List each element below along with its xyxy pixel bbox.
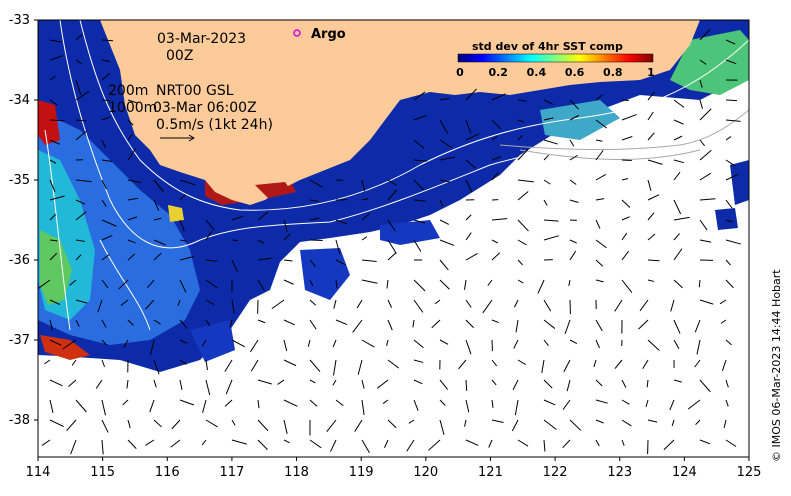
colorbar-title: std dev of 4hr SST comp xyxy=(472,40,623,53)
colorbar-tick-label: 0.2 xyxy=(488,66,508,79)
colorbar-tick-label: 1 xyxy=(647,66,655,79)
depth-1000-label: 1000m xyxy=(108,100,157,116)
x-tick-label: 123 xyxy=(607,465,632,480)
date-label: 03-Mar-2023 xyxy=(157,31,246,47)
x-tick-label: 122 xyxy=(543,465,568,480)
x-tick-label: 119 xyxy=(349,465,374,480)
current-vector xyxy=(699,280,700,287)
current-vector xyxy=(466,380,467,391)
x-tick-label: 114 xyxy=(26,465,51,480)
y-tick-label: -38 xyxy=(9,413,30,428)
current-time-label: 03-Mar 06:00Z xyxy=(153,100,257,116)
depth-200-label: 200m xyxy=(108,83,148,99)
current-source-label: NRT00 GSL xyxy=(156,83,234,99)
colorbar-tick-label: 0.4 xyxy=(527,66,547,79)
colorbar-tick-label: 0 xyxy=(456,66,464,79)
y-tick-label: -36 xyxy=(9,253,30,268)
sst-coverage-east-2 xyxy=(715,208,738,230)
current-vector xyxy=(622,100,629,101)
argo-label: Argo xyxy=(311,27,346,42)
colorbar-tick-label: 0.6 xyxy=(565,66,585,79)
x-tick-label: 125 xyxy=(737,465,762,480)
y-tick-label: -37 xyxy=(9,333,30,348)
scale-label: 0.5m/s (1kt 24h) xyxy=(156,117,273,133)
x-axis: 114 115 116 117 118 119 120 121 122 123 124 125 xyxy=(26,457,762,480)
current-vector xyxy=(622,160,632,161)
x-tick-label: 116 xyxy=(155,465,180,480)
y-tick-label: -35 xyxy=(9,173,30,188)
time-label: 00Z xyxy=(166,48,193,64)
y-axis: -33 -34 -35 -36 -37 -38 xyxy=(9,13,38,428)
x-tick-label: 121 xyxy=(478,465,503,480)
current-vector xyxy=(726,100,737,101)
x-tick-label: 115 xyxy=(90,465,115,480)
y-tick-label: -34 xyxy=(9,93,30,108)
x-tick-label: 118 xyxy=(284,465,309,480)
current-vector xyxy=(102,40,113,41)
colorbar-tick-label: 0.8 xyxy=(603,66,623,79)
y-tick-label: -33 xyxy=(9,13,30,28)
x-tick-label: 120 xyxy=(413,465,438,480)
colorbar-gradient xyxy=(458,54,653,62)
x-tick-label: 117 xyxy=(219,465,244,480)
credit-label: © IMOS 06-Mar-2023 14:44 Hobart xyxy=(770,269,783,462)
x-tick-label: 124 xyxy=(672,465,697,480)
current-vector xyxy=(232,240,238,241)
